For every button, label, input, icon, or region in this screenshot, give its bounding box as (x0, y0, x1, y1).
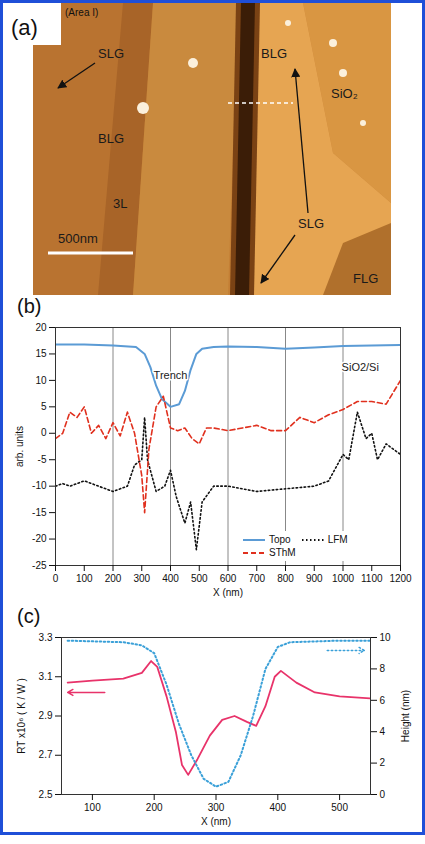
svg-text:500: 500 (191, 573, 208, 584)
svg-text:1100: 1100 (361, 573, 383, 584)
svg-text:-10: -10 (32, 480, 47, 491)
svg-text:6: 6 (380, 695, 386, 706)
svg-text:(Area I): (Area I) (65, 7, 98, 18)
html-text:Topo: Topo (269, 534, 291, 545)
svg-text:5: 5 (41, 401, 47, 412)
svg-text:2.5: 2.5 (39, 789, 53, 800)
svg-text:400: 400 (269, 802, 286, 813)
svg-text:400: 400 (162, 573, 179, 584)
svg-text:0: 0 (53, 573, 59, 584)
svg-text:-15: -15 (32, 507, 47, 518)
svg-text:1000: 1000 (332, 573, 355, 584)
html-text:(b): (b) (17, 295, 42, 317)
svg-text:Trench: Trench (154, 369, 188, 381)
svg-text:0: 0 (41, 427, 47, 438)
svg-text:0: 0 (380, 789, 386, 800)
svg-text:100: 100 (84, 802, 101, 813)
svg-text:300: 300 (208, 802, 225, 813)
svg-text:600: 600 (220, 573, 237, 584)
svg-text:-25: -25 (32, 560, 47, 571)
svg-text:3.1: 3.1 (39, 671, 53, 682)
html-text:LFM: LFM (327, 534, 348, 545)
svg-text:SiO₂: SiO₂ (331, 86, 358, 101)
svg-text:4: 4 (380, 726, 386, 737)
svg-text:3.3: 3.3 (39, 632, 53, 643)
svg-text:800: 800 (277, 573, 294, 584)
svg-text:8: 8 (380, 663, 386, 674)
svg-text:500: 500 (331, 802, 348, 813)
svg-text:FLG: FLG (353, 271, 378, 286)
svg-text:700: 700 (248, 573, 265, 584)
svg-text:15: 15 (35, 348, 47, 359)
svg-text:10: 10 (35, 375, 47, 386)
svg-text:100: 100 (76, 573, 93, 584)
svg-text:Height (nm): Height (nm) (400, 690, 411, 742)
svg-text:SiO2/Si: SiO2/Si (342, 361, 379, 373)
svg-text:3L: 3L (113, 196, 127, 211)
svg-text:500nm: 500nm (58, 231, 98, 246)
svg-text:X (nm): X (nm) (213, 587, 243, 598)
svg-text:200: 200 (105, 573, 122, 584)
svg-text:BLG: BLG (261, 46, 287, 61)
svg-text:2.9: 2.9 (39, 710, 53, 721)
svg-text:2.7: 2.7 (39, 749, 53, 760)
svg-text:2: 2 (380, 757, 386, 768)
svg-text:900: 900 (306, 573, 323, 584)
svg-text:-5: -5 (38, 454, 47, 465)
svg-text:20: 20 (35, 322, 47, 333)
svg-text:300: 300 (133, 573, 150, 584)
svg-text:SLG: SLG (298, 216, 324, 231)
html-text:(c): (c) (17, 605, 41, 627)
svg-text:arb. units: arb. units (14, 426, 25, 467)
svg-text:(a): (a) (11, 15, 38, 40)
html-text:SThM: SThM (269, 547, 296, 558)
svg-text:-20: -20 (32, 533, 47, 544)
svg-text:10: 10 (380, 632, 392, 643)
svg-text:BLG: BLG (98, 131, 124, 146)
svg-text:200: 200 (146, 802, 163, 813)
svg-text:X (nm): X (nm) (201, 816, 231, 827)
svg-text:RT x10⁶ ( K / W ): RT x10⁶ ( K / W ) (16, 678, 27, 753)
svg-text:SLG: SLG (98, 46, 124, 61)
svg-text:1200: 1200 (389, 573, 412, 584)
